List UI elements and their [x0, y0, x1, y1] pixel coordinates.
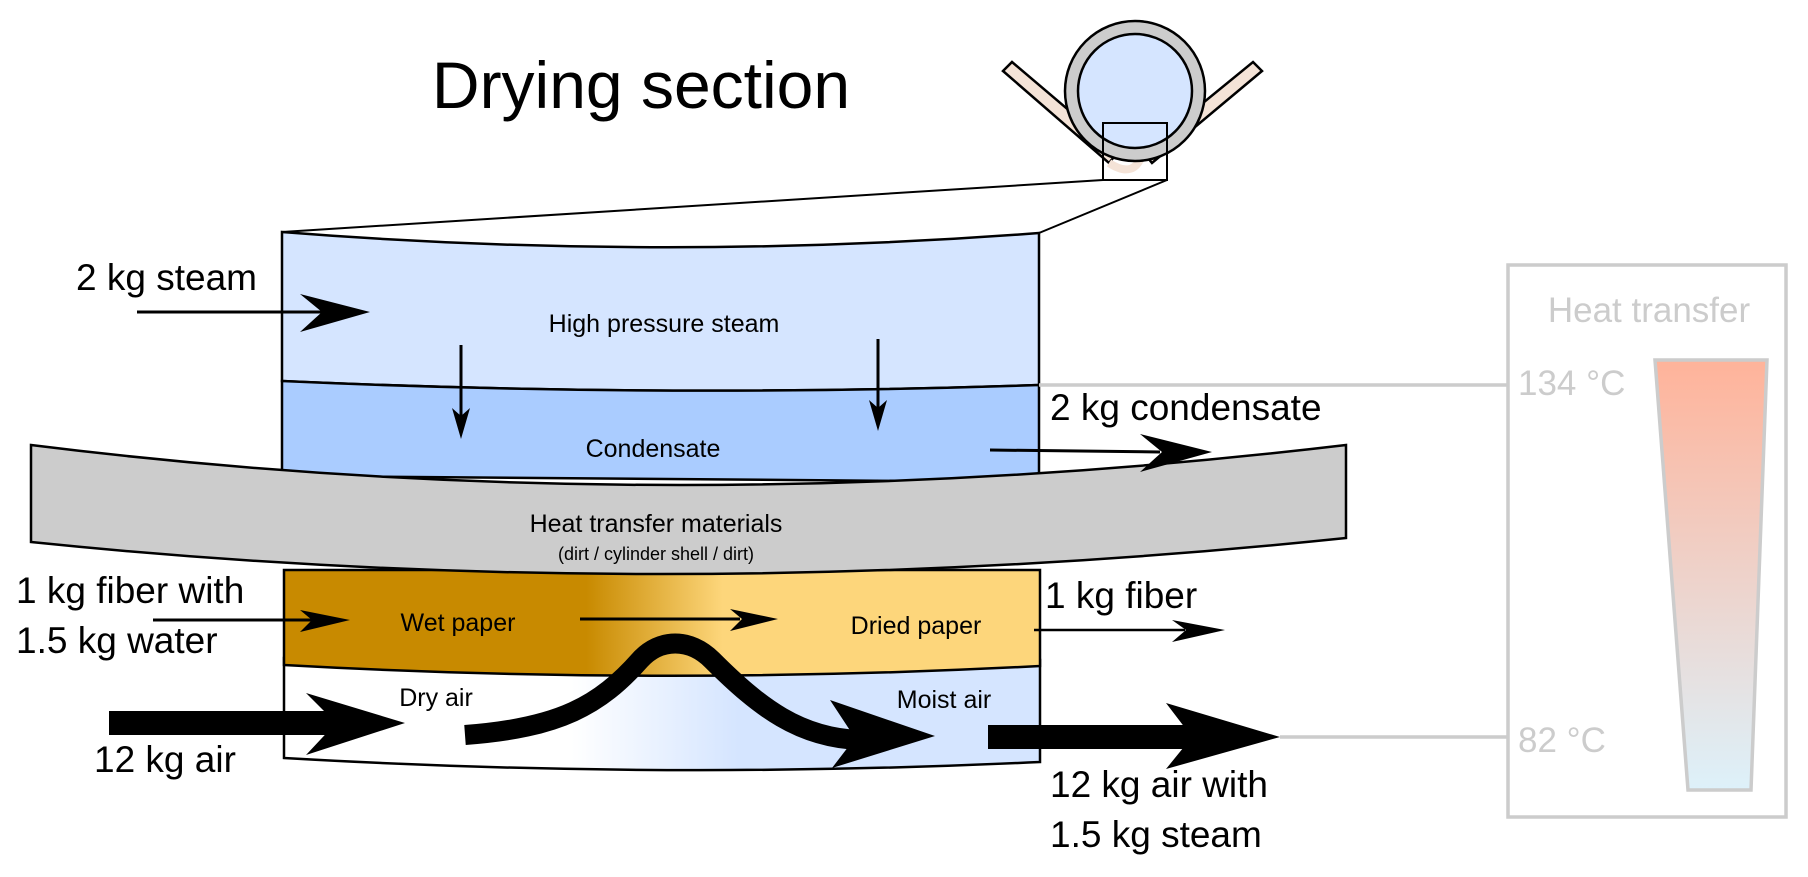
condensation-arrow-left	[452, 345, 470, 439]
dried-paper-label: Dried paper	[851, 612, 982, 640]
air-out-arrow	[988, 703, 1280, 769]
fiber-out-label: 1 kg fiber	[1045, 575, 1197, 616]
steam-in-label: 2 kg steam	[76, 257, 257, 298]
moist-air-label: Moist air	[897, 686, 991, 714]
heat-transfer-shell	[29, 443, 1348, 576]
paper-layer	[282, 568, 1042, 677]
air-in-arrow	[109, 693, 405, 755]
cylinder-inner	[1076, 32, 1194, 150]
dryer-cylinder-icon	[1001, 19, 1264, 181]
condensate-layer	[280, 379, 1041, 484]
air-out-label-line2: 1.5 kg steam	[1050, 814, 1262, 855]
fiber-in-label-line1: 1 kg fiber with	[16, 570, 244, 611]
temp-low-label: 82 °C	[1518, 721, 1606, 760]
paper-drying-arrow	[580, 609, 778, 631]
zoom-line-left	[281, 179, 1104, 233]
heat-transfer-panel: Heat transfer 134 °C 82 °C	[1506, 263, 1788, 819]
air-in-label: 12 kg air	[94, 739, 236, 780]
heat-panel-title: Heat transfer	[1548, 291, 1751, 330]
steam-in-arrow	[137, 294, 370, 332]
heat-materials-label: Heat transfer materials	[530, 510, 783, 538]
heat-materials-sublabel: (dirt / cylinder shell / dirt)	[558, 544, 754, 564]
temp-high-label: 134 °C	[1518, 364, 1625, 403]
fiber-in-arrow	[153, 610, 350, 632]
zoom-line-right	[1038, 179, 1168, 234]
condensate-out-arrow	[989, 434, 1212, 472]
thermometer-gauge-icon	[1653, 358, 1769, 792]
diagram-title: Drying section	[432, 48, 850, 122]
fiber-out-arrow	[1034, 620, 1225, 642]
heat-panel-frame	[1506, 263, 1788, 819]
wet-paper-label: Wet paper	[401, 609, 516, 637]
air-out-label-line1: 12 kg air with	[1050, 764, 1268, 805]
condensation-arrow-right	[869, 339, 887, 431]
condensate-out-label: 2 kg condensate	[1050, 387, 1322, 428]
dry-air-label: Dry air	[399, 684, 473, 712]
condensate-layer-label: Condensate	[586, 435, 721, 463]
air-through-arrow	[464, 633, 935, 768]
steam-layer-label: High pressure steam	[549, 310, 780, 338]
fiber-in-label-line2: 1.5 kg water	[16, 620, 218, 661]
zoom-region-box	[1102, 122, 1168, 181]
